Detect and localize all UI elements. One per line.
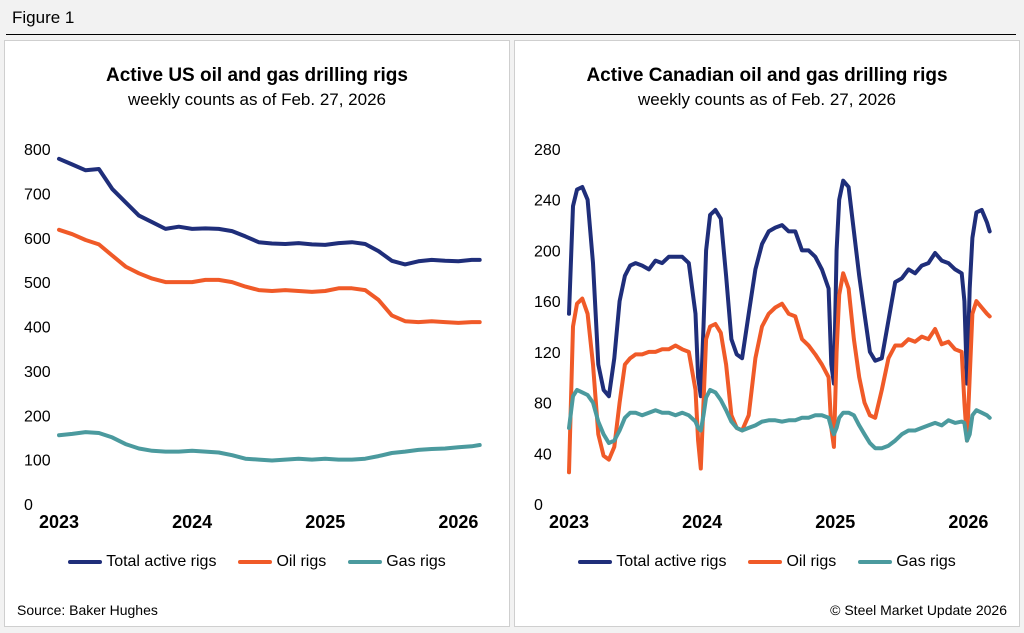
us-chart-title: Active US oil and gas drilling rigs bbox=[106, 65, 408, 86]
y-tick-label: 700 bbox=[24, 186, 51, 203]
y-tick-label: 600 bbox=[24, 231, 51, 248]
canada-chart-subtitle: weekly counts as of Feb. 27, 2026 bbox=[638, 90, 896, 109]
y-tick-label: 300 bbox=[24, 364, 51, 381]
y-tick-label: 0 bbox=[534, 497, 543, 514]
canada-rigs-panel: Active Canadian oil and gas drilling rig… bbox=[514, 40, 1020, 627]
copyright-note: © Steel Market Update 2026 bbox=[830, 602, 1007, 618]
series-line-gas bbox=[567, 387, 992, 451]
legend-item-gas: Gas rigs bbox=[858, 553, 956, 571]
legend-label-gas: Gas rigs bbox=[386, 553, 446, 570]
us-rigs-chart: 0 100 200 300 400 500 600 700 800 2023 2024 2025 202… bbox=[24, 142, 482, 532]
x-tick-label: 2026 bbox=[948, 512, 988, 532]
legend-label-oil: Oil rigs bbox=[276, 553, 327, 570]
y-tick-label: 200 bbox=[24, 408, 51, 425]
us-chart-subtitle: weekly counts as of Feb. 27, 2026 bbox=[128, 90, 386, 109]
series-line-oil bbox=[57, 227, 482, 325]
source-note: Source: Baker Hughes bbox=[17, 602, 158, 618]
legend-item-gas: Gas rigs bbox=[348, 553, 446, 571]
canada-chart-title: Active Canadian oil and gas drilling rig… bbox=[586, 65, 948, 86]
legend-label-gas: Gas rigs bbox=[896, 553, 956, 570]
x-tick-label: 2025 bbox=[305, 512, 345, 532]
legend-swatch-gas bbox=[348, 560, 383, 564]
y-tick-label: 100 bbox=[24, 453, 51, 470]
y-tick-label: 200 bbox=[534, 243, 561, 260]
x-tick-label: 2023 bbox=[39, 512, 79, 532]
legend-swatch-total bbox=[68, 560, 103, 564]
y-tick-label: 400 bbox=[24, 320, 51, 337]
figure-label: Figure 1 bbox=[12, 8, 75, 27]
y-tick-label: 240 bbox=[534, 193, 561, 210]
x-tick-label: 2025 bbox=[815, 512, 855, 532]
x-tick-label: 2023 bbox=[549, 512, 589, 532]
canada-rigs-chart: 0 40 80 120 160 200 240 280 2023 2024 2025 2026 bbox=[534, 142, 992, 532]
y-tick-label: 120 bbox=[534, 345, 561, 362]
series-line-gas bbox=[57, 430, 482, 463]
y-tick-label: 280 bbox=[534, 142, 561, 159]
us-chart-legend: Total active rigs Oil rigs Gas rigs bbox=[5, 553, 509, 571]
legend-swatch-oil bbox=[748, 560, 783, 564]
y-tick-label: 800 bbox=[24, 142, 51, 159]
us-rigs-panel: Active US oil and gas drilling rigs week… bbox=[4, 40, 510, 627]
title-rule bbox=[6, 34, 1016, 35]
x-tick-label: 2024 bbox=[172, 512, 212, 532]
x-tick-label: 2026 bbox=[438, 512, 478, 532]
y-tick-label: 0 bbox=[24, 497, 33, 514]
y-tick-label: 160 bbox=[534, 294, 561, 311]
legend-item-oil: Oil rigs bbox=[238, 553, 326, 571]
series-line-total bbox=[57, 156, 482, 267]
legend-label-total: Total active rigs bbox=[616, 553, 727, 570]
x-tick-label: 2024 bbox=[682, 512, 722, 532]
y-tick-label: 40 bbox=[534, 446, 552, 463]
legend-item-total: Total active rigs bbox=[578, 553, 726, 571]
legend-swatch-gas bbox=[858, 560, 893, 564]
legend-swatch-total bbox=[578, 560, 613, 564]
series-line-oil bbox=[567, 271, 992, 475]
legend-item-total: Total active rigs bbox=[68, 553, 216, 571]
canada-chart-legend: Total active rigs Oil rigs Gas rigs bbox=[515, 553, 1019, 571]
legend-label-total: Total active rigs bbox=[106, 553, 217, 570]
y-tick-label: 500 bbox=[24, 275, 51, 292]
y-tick-label: 80 bbox=[534, 396, 552, 413]
legend-label-oil: Oil rigs bbox=[786, 553, 837, 570]
legend-swatch-oil bbox=[238, 560, 273, 564]
series-line-total bbox=[567, 178, 992, 399]
legend-item-oil: Oil rigs bbox=[748, 553, 836, 571]
